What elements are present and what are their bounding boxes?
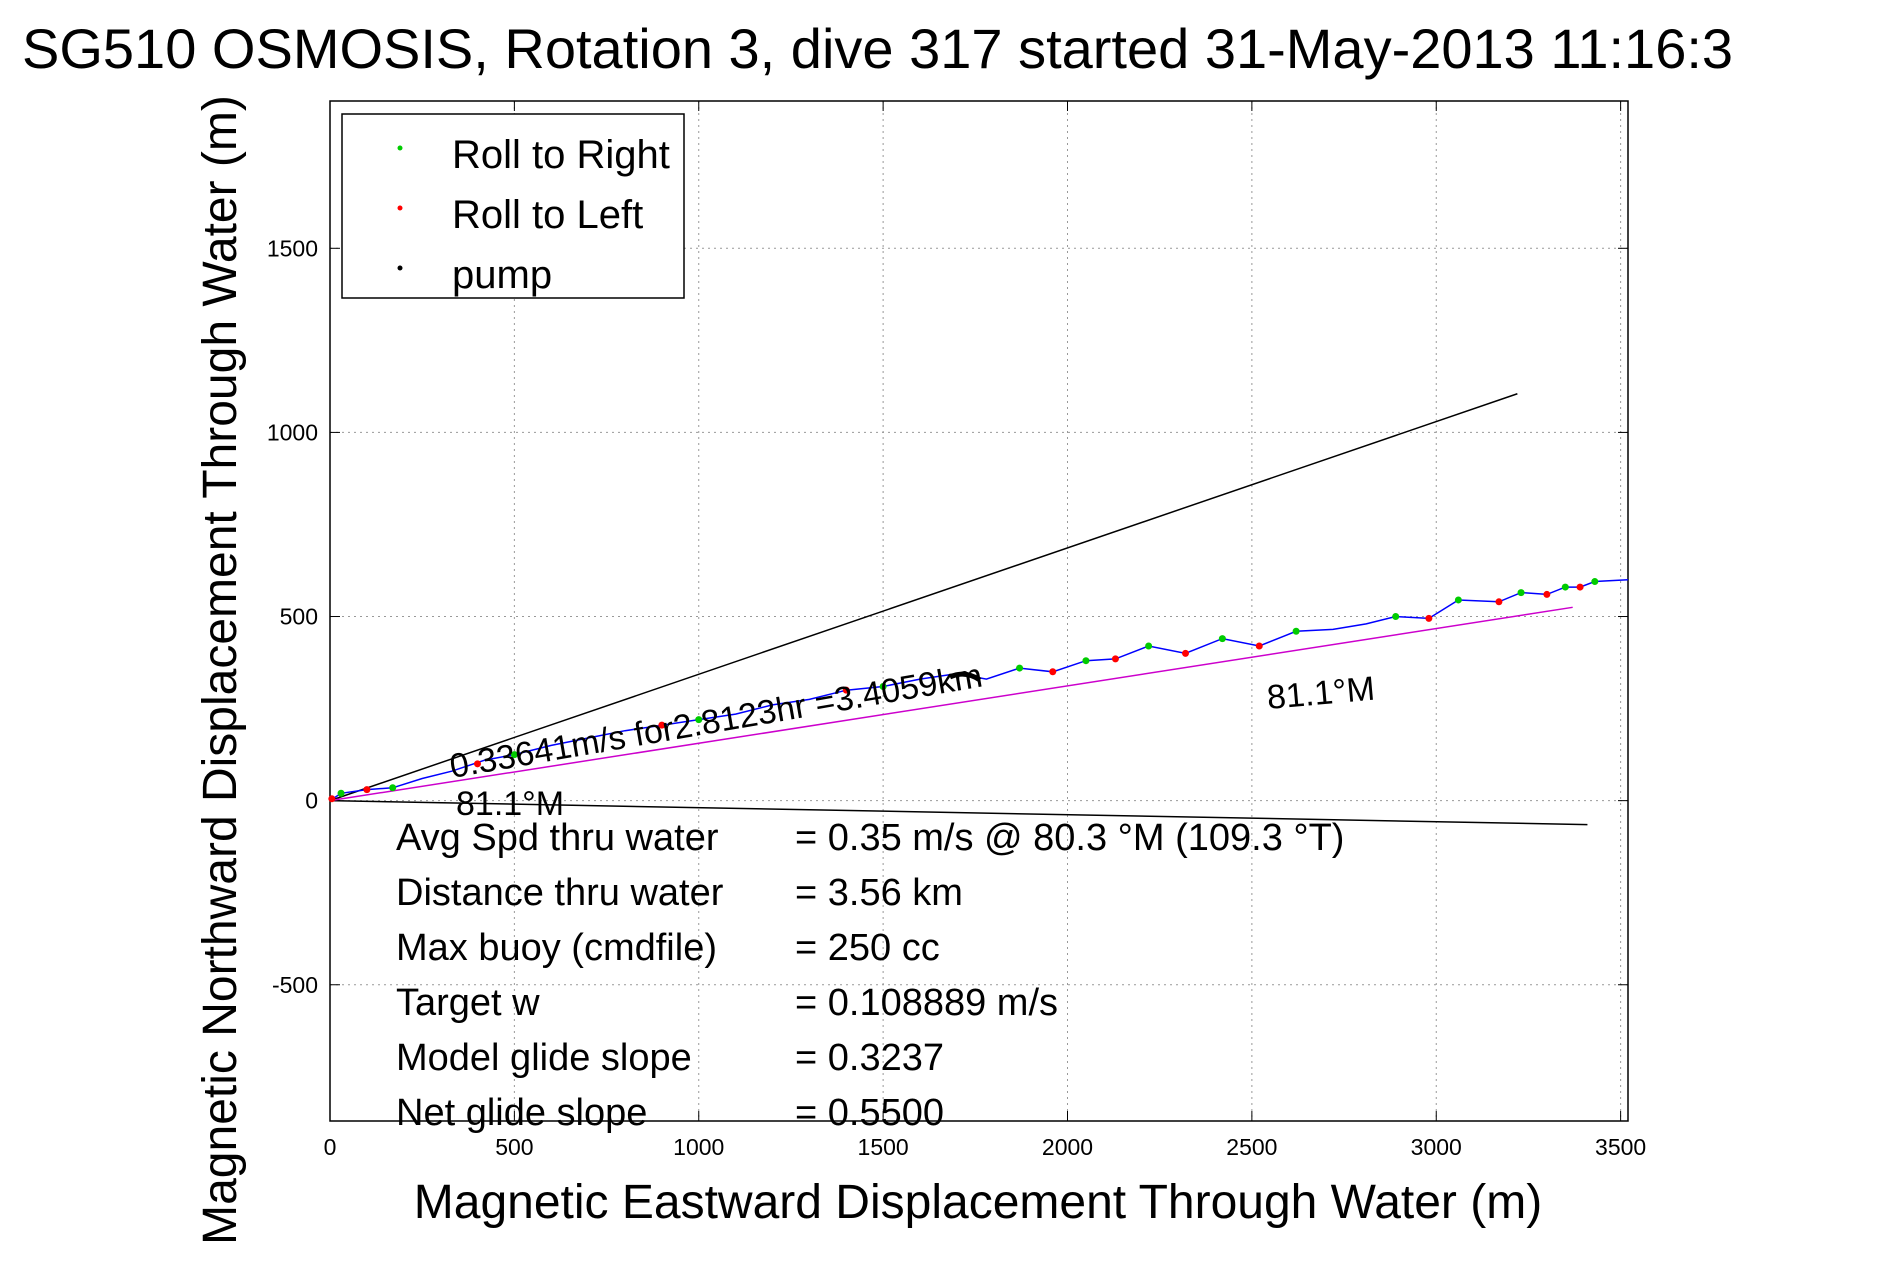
roll-to-right-point xyxy=(695,716,703,724)
roll-to-right-point xyxy=(1392,613,1400,621)
y-ticks: -500 0 500 1000 1500 xyxy=(267,235,1628,998)
y-tick-label: 1500 xyxy=(267,235,318,261)
roll-to-left-point xyxy=(1049,668,1057,676)
roll-to-left-point xyxy=(1543,590,1551,598)
roll-to-right-point xyxy=(1454,596,1462,604)
roll-to-right-point xyxy=(1561,583,1569,591)
stat-value: = 0.3237 xyxy=(795,1037,944,1079)
roll-to-right-point xyxy=(1082,657,1090,665)
roll-to-left-point xyxy=(1111,655,1119,663)
roll-to-left-point xyxy=(1576,583,1584,591)
grid-layer xyxy=(330,101,1628,1121)
roll-to-left-point xyxy=(658,721,666,729)
course-line xyxy=(329,606,1573,802)
roll-to-left-point xyxy=(1495,598,1503,606)
y-tick-label: -500 xyxy=(272,972,318,998)
roll-to-right-point xyxy=(1016,664,1024,672)
legend: Roll to Right Roll to Left pump xyxy=(341,113,685,299)
track-line xyxy=(329,578,1629,802)
y-tick-label: 0 xyxy=(305,788,318,814)
x-tick-label: 0 xyxy=(324,1134,337,1160)
y-tick-label: 500 xyxy=(280,604,318,630)
heading-line-upper xyxy=(329,393,1518,802)
x-tick-label: 3500 xyxy=(1595,1134,1646,1160)
chart-title: SG510 OSMOSIS, Rotation 3, dive 317 star… xyxy=(22,17,1733,80)
roll-to-left-point xyxy=(1425,614,1433,622)
stat-label: Net glide slope xyxy=(396,1092,647,1134)
legend-marker xyxy=(397,265,403,271)
stat-value: = 0.108889 m/s xyxy=(795,982,1058,1024)
roll-to-right-point xyxy=(879,682,887,690)
x-tick-label: 1000 xyxy=(673,1134,724,1160)
roll-to-left-point xyxy=(1255,642,1263,650)
stat-label: Model glide slope xyxy=(396,1037,692,1079)
x-tick-label: 1500 xyxy=(858,1134,909,1160)
x-tick-label: 2000 xyxy=(1042,1134,1093,1160)
legend-label: Roll to Right xyxy=(452,133,670,177)
legend-marker xyxy=(397,205,403,211)
heading-annotation-mid: 81.1°M xyxy=(1265,670,1376,717)
roll-to-left-point xyxy=(1182,649,1189,657)
roll-to-right-point xyxy=(1591,578,1599,586)
x-tick-label: 3000 xyxy=(1411,1134,1462,1160)
roll-to-right-point xyxy=(1145,642,1153,650)
y-axis-label: Magnetic Northward Displacement Through … xyxy=(194,95,247,1245)
stat-label: Target w xyxy=(396,982,540,1024)
roll-to-left-point xyxy=(328,795,336,803)
plot-area-frame xyxy=(329,100,1629,1122)
roll-to-right-point xyxy=(510,751,518,759)
roll-to-right-point xyxy=(1292,627,1300,635)
legend-label: Roll to Left xyxy=(452,193,643,237)
x-tick-label: 500 xyxy=(495,1134,533,1160)
roll-to-right-point xyxy=(1218,635,1226,643)
x-axis-label: Magnetic Eastward Displacement Through W… xyxy=(414,1176,1542,1229)
stats-block: Avg Spd thru water = 0.35 m/s @ 80.3 °M (… xyxy=(396,817,1344,1134)
lines-layer xyxy=(329,393,1588,826)
speed-annotation: 0.33641m/s for2.8123hr =3.4059km xyxy=(447,657,985,786)
heading-annotation-origin: 81.1°M xyxy=(456,785,564,823)
roll-to-left-point xyxy=(842,686,850,694)
stat-label: Max buoy (cmdfile) xyxy=(396,927,717,969)
stat-value: = 3.56 km xyxy=(795,872,963,914)
stat-label: Distance thru water xyxy=(396,872,724,914)
stat-label: Avg Spd thru water xyxy=(396,817,719,859)
stat-value: = 250 cc xyxy=(795,927,940,969)
roll-to-right-point xyxy=(389,784,397,792)
roll-to-left-point xyxy=(363,786,371,794)
pump-marker xyxy=(948,671,982,683)
stat-value: = 0.5500 xyxy=(795,1092,944,1134)
stat-value: = 0.35 m/s @ 80.3 °M (109.3 °T) xyxy=(795,817,1344,859)
roll-to-left-point xyxy=(474,760,481,768)
heading-line-lower xyxy=(329,799,1588,826)
x-ticks: 0 500 1000 1500 2000 2500 3000 3500 xyxy=(324,101,1646,1160)
roll-to-right-point xyxy=(1517,589,1525,597)
roll-to-right-point xyxy=(337,789,345,797)
legend-label: pump xyxy=(452,253,552,297)
series-layer xyxy=(328,578,1629,803)
legend-marker xyxy=(397,145,403,151)
x-tick-label: 2500 xyxy=(1226,1134,1277,1160)
y-tick-label: 1000 xyxy=(267,419,318,445)
